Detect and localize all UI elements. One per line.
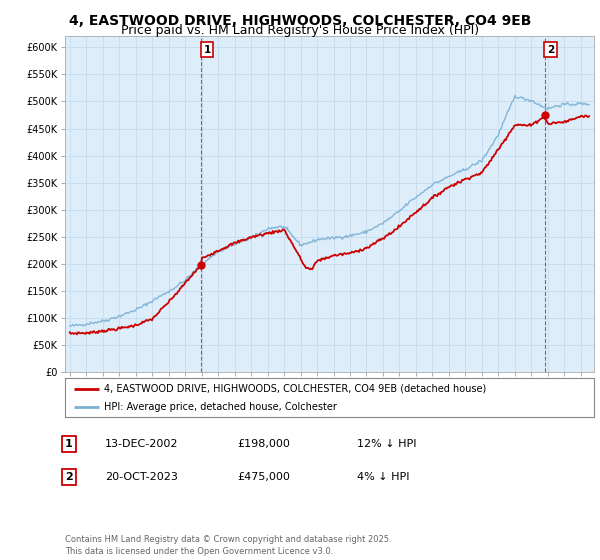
Text: Price paid vs. HM Land Registry's House Price Index (HPI): Price paid vs. HM Land Registry's House … (121, 24, 479, 37)
Text: 4, EASTWOOD DRIVE, HIGHWOODS, COLCHESTER, CO4 9EB: 4, EASTWOOD DRIVE, HIGHWOODS, COLCHESTER… (69, 14, 531, 28)
Text: 1: 1 (65, 439, 73, 449)
Text: £198,000: £198,000 (237, 439, 290, 449)
Text: 4, EASTWOOD DRIVE, HIGHWOODS, COLCHESTER, CO4 9EB (detached house): 4, EASTWOOD DRIVE, HIGHWOODS, COLCHESTER… (104, 384, 487, 394)
Text: 1: 1 (203, 45, 211, 54)
Text: HPI: Average price, detached house, Colchester: HPI: Average price, detached house, Colc… (104, 402, 337, 412)
Text: 20-OCT-2023: 20-OCT-2023 (105, 472, 178, 482)
Text: 2: 2 (547, 45, 554, 54)
Text: Contains HM Land Registry data © Crown copyright and database right 2025.
This d: Contains HM Land Registry data © Crown c… (65, 535, 391, 556)
Text: 4% ↓ HPI: 4% ↓ HPI (357, 472, 409, 482)
Text: 13-DEC-2002: 13-DEC-2002 (105, 439, 179, 449)
Text: 2: 2 (65, 472, 73, 482)
Text: 12% ↓ HPI: 12% ↓ HPI (357, 439, 416, 449)
Text: £475,000: £475,000 (237, 472, 290, 482)
